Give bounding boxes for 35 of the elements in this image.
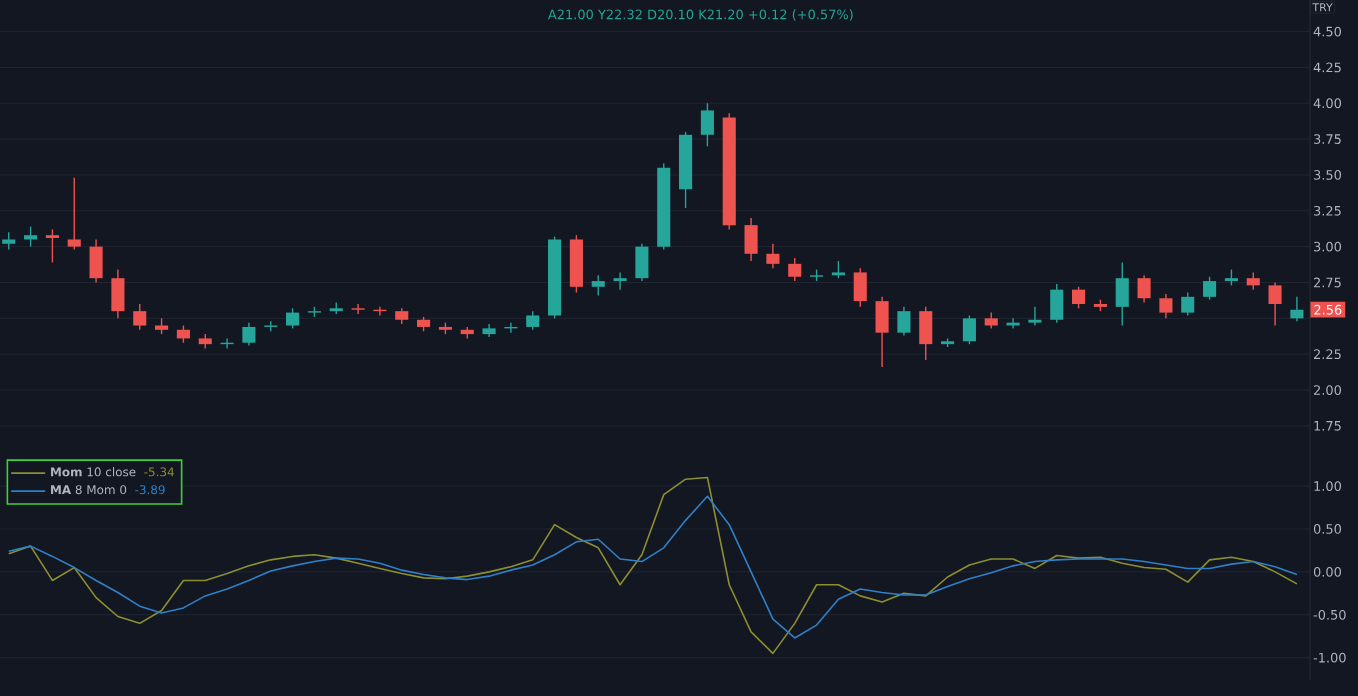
candlestick <box>853 267 867 308</box>
candlestick <box>919 306 933 361</box>
candlestick <box>45 228 59 264</box>
candlestick <box>24 225 38 248</box>
candlestick <box>351 303 365 315</box>
candlestick <box>591 274 605 297</box>
candlestick <box>788 257 802 282</box>
candlestick <box>1268 281 1282 327</box>
candlestick <box>1115 261 1129 327</box>
candlestick <box>1028 306 1042 327</box>
candlestick <box>1050 283 1064 324</box>
candlestick <box>875 296 889 368</box>
candlestick <box>569 234 583 294</box>
candlestick <box>67 177 81 251</box>
candlestick <box>1072 286 1086 309</box>
candlestick <box>242 321 256 347</box>
candlestick <box>1159 293 1173 320</box>
candlestick <box>635 243 649 282</box>
candlestick <box>286 307 300 330</box>
candlestick <box>1137 274 1151 304</box>
candlestick <box>1181 291 1195 317</box>
line-series <box>7 476 1298 655</box>
candlestick <box>613 271 627 291</box>
candlestick <box>1203 276 1217 301</box>
candlestick <box>526 310 540 331</box>
candlestick <box>1006 317 1020 330</box>
candlestick <box>766 243 780 269</box>
candlestick <box>111 268 125 320</box>
candlestick <box>962 314 976 345</box>
candlestick <box>133 303 147 331</box>
candlestick <box>89 238 103 284</box>
candlestick <box>897 306 911 337</box>
candlestick <box>1290 296 1304 322</box>
candlestick <box>700 102 714 147</box>
candlestick <box>744 217 758 262</box>
